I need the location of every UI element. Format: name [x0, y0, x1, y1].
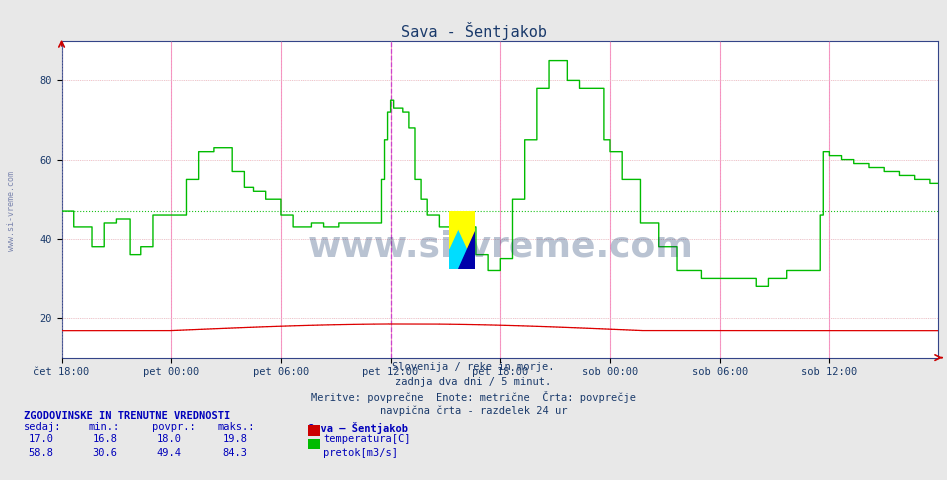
Text: ZGODOVINSKE IN TRENUTNE VREDNOSTI: ZGODOVINSKE IN TRENUTNE VREDNOSTI	[24, 411, 230, 421]
Text: Sava – Šentjakob: Sava – Šentjakob	[308, 422, 408, 434]
Polygon shape	[449, 211, 466, 249]
Text: www.si-vreme.com: www.si-vreme.com	[308, 230, 693, 264]
Text: Slovenija / reke in morje.: Slovenija / reke in morje.	[392, 362, 555, 372]
Text: 49.4: 49.4	[156, 448, 181, 458]
Polygon shape	[458, 231, 475, 269]
Text: 18.0: 18.0	[156, 434, 181, 444]
Text: www.si-vreme.com: www.si-vreme.com	[7, 171, 16, 251]
Text: min.:: min.:	[88, 422, 119, 432]
Text: maks.:: maks.:	[218, 422, 256, 432]
Text: zadnja dva dni / 5 minut.: zadnja dva dni / 5 minut.	[396, 377, 551, 387]
Text: Sava - Šentjakob: Sava - Šentjakob	[401, 22, 546, 40]
Text: Meritve: povprečne  Enote: metrične  Črta: povprečje: Meritve: povprečne Enote: metrične Črta:…	[311, 391, 636, 403]
Text: navpična črta - razdelek 24 ur: navpična črta - razdelek 24 ur	[380, 406, 567, 416]
Text: pretok[m3/s]: pretok[m3/s]	[323, 448, 398, 458]
Polygon shape	[449, 211, 475, 269]
Text: sedaj:: sedaj:	[24, 422, 62, 432]
Text: 19.8: 19.8	[223, 434, 247, 444]
Text: 30.6: 30.6	[93, 448, 117, 458]
Text: 84.3: 84.3	[223, 448, 247, 458]
Text: povpr.:: povpr.:	[152, 422, 195, 432]
Text: temperatura[C]: temperatura[C]	[323, 434, 410, 444]
Text: 58.8: 58.8	[28, 448, 53, 458]
Text: 16.8: 16.8	[93, 434, 117, 444]
Text: 17.0: 17.0	[28, 434, 53, 444]
